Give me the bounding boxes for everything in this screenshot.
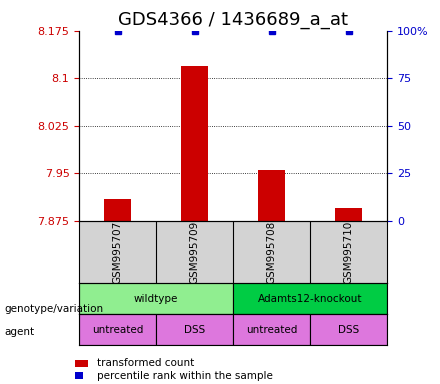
Text: transformed count: transformed count (97, 358, 194, 368)
Bar (335, 208, 362, 221)
Text: wildtype: wildtype (134, 293, 178, 304)
Bar (156, 314, 233, 345)
Text: Adamts12-knockout: Adamts12-knockout (258, 293, 363, 304)
Bar (104, 199, 131, 221)
Title: GDS4366 / 1436689_a_at: GDS4366 / 1436689_a_at (118, 12, 348, 30)
Text: DSS: DSS (184, 324, 205, 335)
Bar (233, 314, 310, 345)
Text: GSM995709: GSM995709 (190, 220, 200, 283)
Bar (79, 314, 156, 345)
Bar (233, 283, 387, 314)
Text: genotype/variation: genotype/variation (4, 304, 103, 314)
Text: DSS: DSS (338, 324, 359, 335)
Text: GSM995708: GSM995708 (267, 220, 277, 283)
Text: GSM995710: GSM995710 (344, 220, 354, 283)
Text: untreated: untreated (246, 324, 297, 335)
Text: untreated: untreated (92, 324, 143, 335)
Bar (181, 66, 208, 221)
Text: percentile rank within the sample: percentile rank within the sample (97, 371, 273, 381)
Text: GSM995707: GSM995707 (113, 220, 123, 283)
Bar (79, 283, 233, 314)
Bar (258, 170, 285, 221)
Text: agent: agent (4, 327, 34, 337)
Bar (310, 314, 387, 345)
